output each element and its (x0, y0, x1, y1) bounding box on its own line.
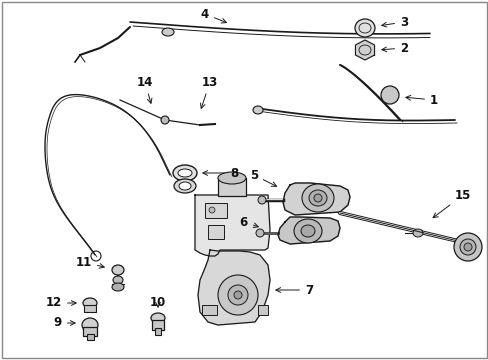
Text: 4: 4 (201, 8, 226, 23)
Polygon shape (283, 183, 349, 215)
Text: 15: 15 (432, 189, 470, 218)
Polygon shape (195, 195, 269, 256)
Ellipse shape (354, 19, 374, 37)
Ellipse shape (302, 184, 333, 212)
Ellipse shape (151, 313, 164, 323)
Ellipse shape (173, 165, 197, 181)
Bar (258, 305, 267, 315)
Ellipse shape (178, 169, 192, 177)
Text: 14: 14 (137, 76, 153, 103)
Text: 3: 3 (381, 15, 407, 28)
Polygon shape (355, 40, 374, 60)
Ellipse shape (218, 275, 258, 315)
Bar (83, 327, 97, 336)
Ellipse shape (258, 196, 265, 204)
Text: 5: 5 (249, 168, 276, 186)
Text: 6: 6 (239, 216, 258, 229)
Bar (155, 328, 161, 335)
Bar (218, 178, 245, 196)
Bar (207, 225, 224, 239)
Text: 13: 13 (200, 76, 218, 108)
Ellipse shape (313, 194, 321, 202)
Ellipse shape (459, 239, 475, 255)
Ellipse shape (218, 172, 245, 184)
Ellipse shape (83, 298, 97, 308)
Ellipse shape (113, 276, 123, 284)
Bar (84, 305, 96, 312)
Ellipse shape (293, 219, 321, 243)
Ellipse shape (82, 318, 98, 332)
Ellipse shape (412, 229, 422, 237)
Ellipse shape (174, 179, 196, 193)
Ellipse shape (252, 106, 263, 114)
Text: 12: 12 (46, 297, 76, 310)
Text: 9: 9 (54, 316, 75, 329)
Ellipse shape (112, 283, 124, 291)
Polygon shape (278, 217, 339, 244)
Ellipse shape (380, 86, 398, 104)
Bar (87, 334, 94, 340)
Text: 7: 7 (275, 284, 312, 297)
Text: 10: 10 (149, 297, 166, 310)
Ellipse shape (301, 225, 314, 237)
Text: 8: 8 (203, 166, 238, 180)
Ellipse shape (234, 291, 242, 299)
Bar (202, 305, 217, 315)
Text: 1: 1 (405, 94, 437, 107)
Ellipse shape (227, 285, 247, 305)
Ellipse shape (179, 182, 191, 190)
Ellipse shape (308, 190, 326, 206)
Ellipse shape (112, 265, 124, 275)
Ellipse shape (463, 243, 471, 251)
Ellipse shape (162, 28, 174, 36)
Text: 2: 2 (381, 41, 407, 54)
Ellipse shape (161, 116, 169, 124)
Ellipse shape (256, 229, 264, 237)
Ellipse shape (453, 233, 481, 261)
Bar (204, 203, 226, 218)
Bar (152, 320, 163, 330)
Text: 11: 11 (76, 256, 104, 269)
Ellipse shape (208, 207, 215, 213)
Polygon shape (198, 250, 269, 325)
